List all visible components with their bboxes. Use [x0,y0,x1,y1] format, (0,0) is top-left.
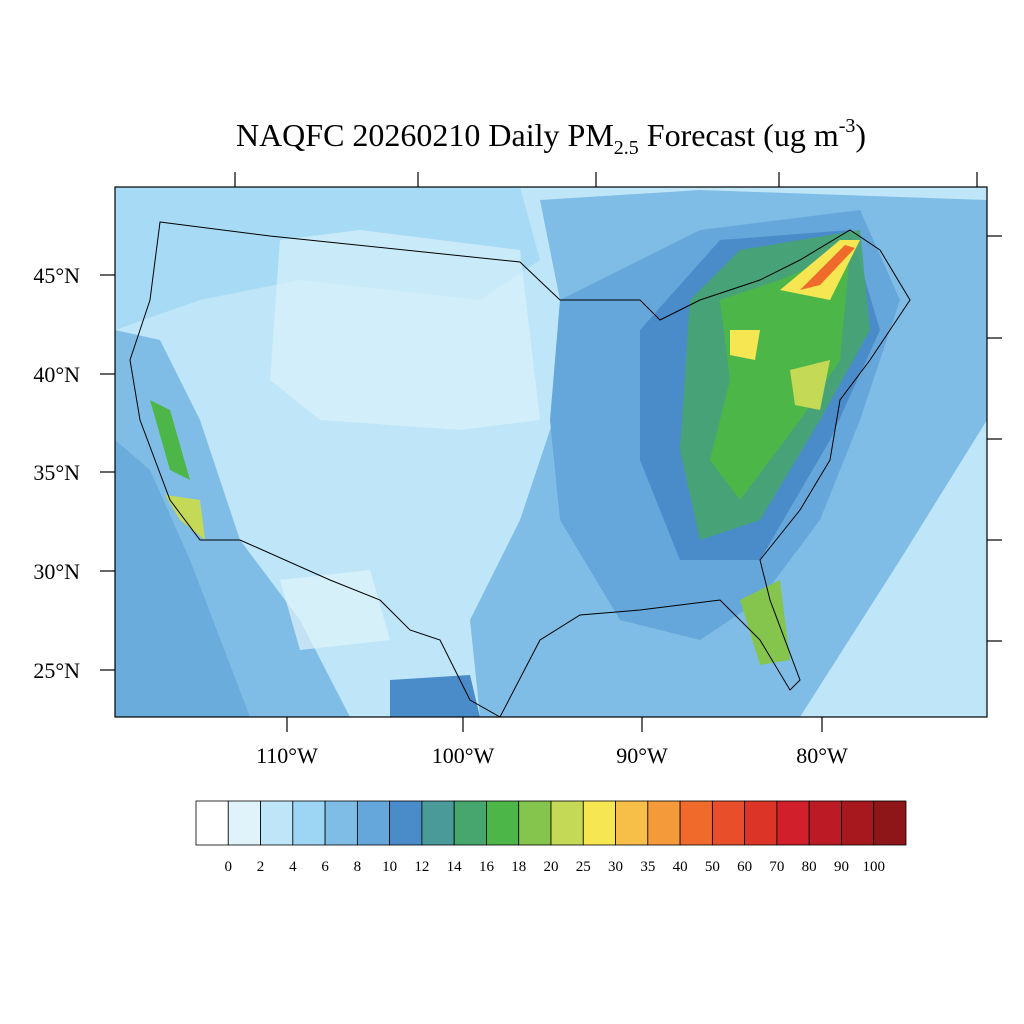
map-frame [114,186,988,718]
lat-label: 40°N [33,362,80,387]
lat-label: 30°N [33,559,80,584]
colorbar-box [292,800,326,846]
colorbar-box [453,800,487,846]
colorbar-label: 30 [608,859,623,875]
colorbar-box [808,800,842,846]
colorbar-label: 8 [354,859,362,875]
colorbar-box [841,800,875,846]
colorbar-label: 16 [479,859,495,875]
colorbar-box [679,800,713,846]
colorbar-label: 100 [862,859,885,875]
colorbar-label: 4 [289,859,297,875]
colorbar-box [389,800,423,846]
lat-label: 35°N [33,460,80,485]
title-end: ) [855,117,866,153]
colorbar-label: 18 [511,859,526,875]
pm25-field [115,187,987,717]
colorbar-box [615,800,649,846]
colorbar-box [776,800,810,846]
colorbar-label: 12 [414,859,429,875]
colorbar-box [582,800,616,846]
colorbar-box [260,800,294,846]
colorbar-label: 80 [802,859,817,875]
lon-label: 110°W [256,743,318,768]
colorbar-label: 6 [321,859,329,875]
colorbar-box [227,800,261,846]
title-sup: -3 [839,115,856,137]
lat-label: 45°N [33,263,80,288]
colorbar-box [518,800,552,846]
colorbar-label: 20 [544,859,559,875]
colorbar-box [744,800,778,846]
lon-label: 100°W [432,743,495,768]
lon-label: 90°W [616,743,668,768]
colorbar-box [711,800,746,846]
colorbar-label: 10 [382,859,397,875]
title: NAQFC 20260210 Daily PM2.5 Forecast (ug … [236,115,866,159]
colorbar-label: 35 [640,859,655,875]
colorbar-box [550,800,584,846]
title-sub: 2.5 [614,137,639,159]
colorbar-label: 0 [225,859,233,875]
colorbar-box [421,800,455,846]
colorbar-box [324,800,358,846]
colorbar-box [486,800,520,846]
colorbar-label: 25 [576,859,591,875]
colorbar-label: 90 [834,859,849,875]
title-middle: Forecast (ug m [639,117,839,153]
lat-label: 25°N [33,658,80,683]
colorbar-label: 50 [705,859,720,875]
colorbar-box [356,800,391,846]
colorbar-box [873,800,907,846]
colorbar-box [195,800,229,846]
title-main: NAQFC 20260210 Daily PM [236,117,614,153]
graticule-ticks [100,172,1002,732]
lon-label: 80°W [796,743,848,768]
colorbar-label: 60 [737,859,752,875]
colorbar-label: 40 [673,859,688,875]
colorbar-label: 70 [769,859,784,875]
colorbar-box [647,800,681,846]
colorbar-label: 14 [447,859,463,875]
colorbar-label: 2 [257,859,265,875]
